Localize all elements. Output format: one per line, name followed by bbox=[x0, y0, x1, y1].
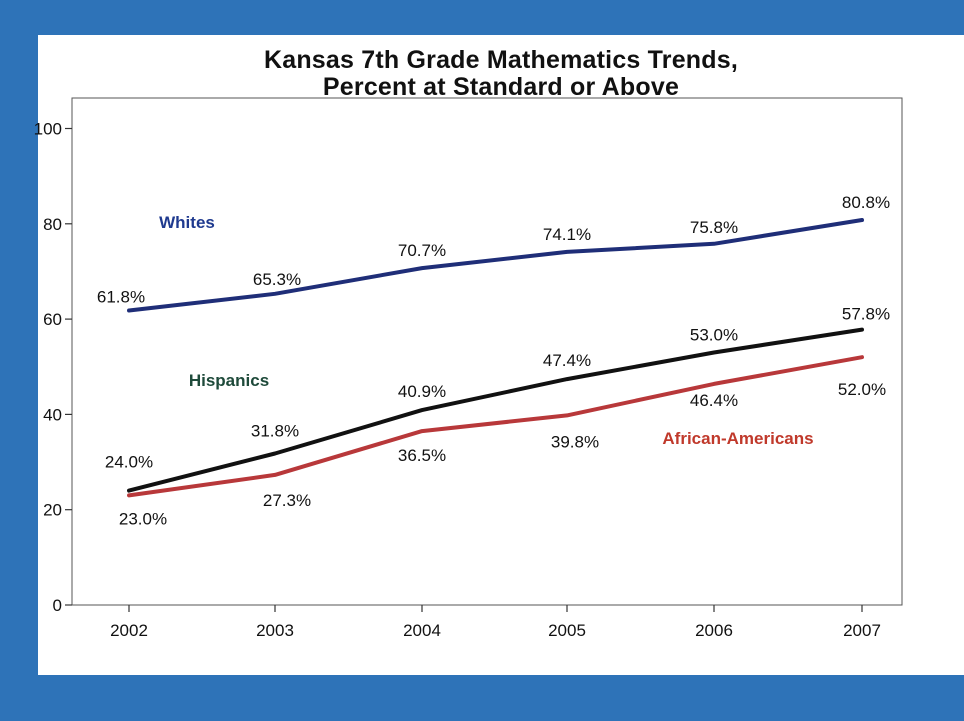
data-label: 65.3% bbox=[253, 270, 301, 289]
data-label: 24.0% bbox=[105, 453, 153, 472]
y-tick-label: 60 bbox=[43, 310, 62, 329]
data-label: 46.4% bbox=[690, 391, 738, 410]
series-line-hispanics bbox=[127, 327, 864, 493]
chart-title-line-1: Kansas 7th Grade Mathematics Trends, bbox=[263, 46, 739, 74]
data-label: 53.0% bbox=[690, 325, 738, 344]
data-label: 52.0% bbox=[838, 380, 886, 399]
data-label: 40.9% bbox=[398, 382, 446, 401]
data-label: 74.1% bbox=[543, 225, 591, 244]
y-tick-label: 20 bbox=[43, 501, 62, 520]
data-label: 57.8% bbox=[842, 305, 890, 324]
data-label: 23.0% bbox=[119, 509, 167, 528]
series-line-african-americans bbox=[127, 355, 864, 498]
y-tick-label: 0 bbox=[53, 596, 62, 615]
data-label: 75.8% bbox=[690, 218, 738, 237]
x-tick-label: 2003 bbox=[256, 621, 294, 640]
y-tick-label: 40 bbox=[43, 405, 62, 424]
data-label: 36.5% bbox=[398, 446, 446, 465]
y-tick-label: 100 bbox=[34, 120, 62, 139]
data-label: 47.4% bbox=[543, 351, 591, 370]
data-label: 39.8% bbox=[551, 432, 599, 451]
data-label: 70.7% bbox=[398, 241, 446, 260]
y-tick-label: 80 bbox=[43, 215, 62, 234]
series-name-label: Hispanics bbox=[189, 371, 269, 390]
x-tick-label: 2007 bbox=[843, 621, 881, 640]
data-label: 31.8% bbox=[251, 421, 299, 440]
data-label: 80.8% bbox=[842, 193, 890, 212]
x-tick-label: 2002 bbox=[110, 621, 148, 640]
series-name-label: African-Americans bbox=[662, 429, 813, 448]
data-label: 27.3% bbox=[263, 491, 311, 510]
x-tick-label: 2005 bbox=[548, 621, 586, 640]
plot-frame bbox=[71, 97, 903, 606]
series-name-label: Whites bbox=[159, 213, 215, 232]
series-line-whites bbox=[127, 218, 864, 313]
chart-title-line-2: Percent at Standard or Above bbox=[322, 73, 680, 101]
chart-panel bbox=[38, 35, 964, 675]
x-tick-label: 2004 bbox=[403, 621, 441, 640]
x-tick-label: 2006 bbox=[695, 621, 733, 640]
data-label: 61.8% bbox=[97, 288, 145, 307]
